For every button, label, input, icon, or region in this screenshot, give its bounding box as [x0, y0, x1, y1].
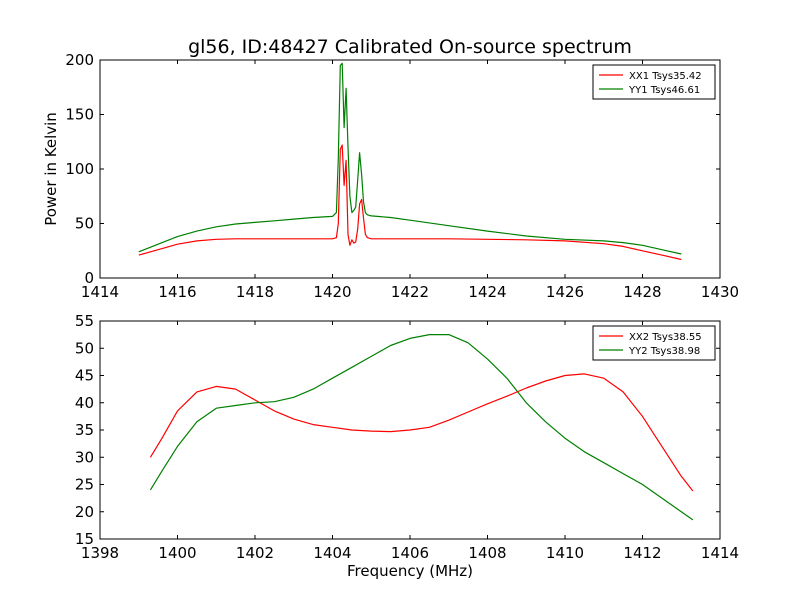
bottom-y-tick-label: 15: [75, 530, 94, 548]
bottom-legend-label-1: XX2 Tsys38.55: [629, 332, 702, 343]
top-x-tick-label: 1422: [391, 283, 429, 301]
bottom-x-tick-label: 1414: [701, 544, 739, 562]
bottom-series-line-2: [149, 334, 694, 521]
top-y-tick-label: 50: [75, 215, 94, 233]
bottom-y-tick-label: 30: [75, 448, 94, 466]
bottom-series-line-1: [149, 373, 694, 492]
top-legend-label-1: XX1 Tsys35.42: [629, 71, 702, 82]
top-series-line-2: [138, 62, 682, 255]
bottom-y-tick-label: 20: [75, 503, 94, 521]
top-x-tick-label: 1424: [468, 283, 506, 301]
bottom-x-tick-label: 1410: [546, 544, 584, 562]
top-x-tick-label: 1426: [546, 283, 584, 301]
bottom-y-tick-label: 35: [75, 421, 94, 439]
top-legend-box: [592, 64, 716, 100]
bottom-y-tick-label: 40: [75, 394, 94, 412]
top-x-tick-label: 1420: [313, 283, 351, 301]
bottom-x-tick-label: 1408: [468, 544, 506, 562]
bottom-x-tick-label: 1398: [81, 544, 119, 562]
bottom-y-tick-label: 45: [75, 367, 94, 385]
bottom-x-tick-label: 1402: [236, 544, 274, 562]
bottom-y-tick-label: 25: [75, 476, 94, 494]
bottom-chart-panel: 1398 1400 1402 1404 1406 1408 1410 1412 1414 15 20…: [75, 312, 739, 562]
top-y-tick-label: 100: [65, 160, 94, 178]
top-chart-panel: 1414 1416 1418 1420 1422 1424 1426 1428 1430 0 50 1…: [65, 51, 739, 301]
top-x-tick-label: 1414: [81, 283, 119, 301]
top-x-tick-label: 1418: [236, 283, 274, 301]
top-y-tick-label: 200: [65, 51, 94, 69]
y-axis-label: Power in Kelvin: [42, 112, 60, 226]
bottom-x-tick-label: 1406: [391, 544, 429, 562]
top-x-tick-label: 1428: [623, 283, 661, 301]
bottom-x-tick-label: 1404: [313, 544, 351, 562]
bottom-x-tick-label: 1412: [623, 544, 661, 562]
top-legend-label-2: YY1 Tsys46.61: [628, 85, 700, 96]
chart-title: gl56, ID:48427 Calibrated On-source spec…: [188, 36, 632, 58]
bottom-y-tick-label: 50: [75, 339, 94, 357]
top-x-tick-label: 1430: [701, 283, 739, 301]
top-y-tick-label: 0: [84, 269, 94, 287]
bottom-legend-label-2: YY2 Tsys38.98: [628, 346, 700, 357]
bottom-y-tick-label: 55: [75, 312, 94, 330]
x-axis-label: Frequency (MHz): [347, 562, 473, 580]
bottom-x-tick-label: 1400: [158, 544, 196, 562]
top-x-tick-label: 1416: [158, 283, 196, 301]
top-y-tick-label: 150: [65, 106, 94, 124]
top-series-line-1: [138, 144, 682, 261]
bottom-legend-box: [592, 325, 716, 361]
